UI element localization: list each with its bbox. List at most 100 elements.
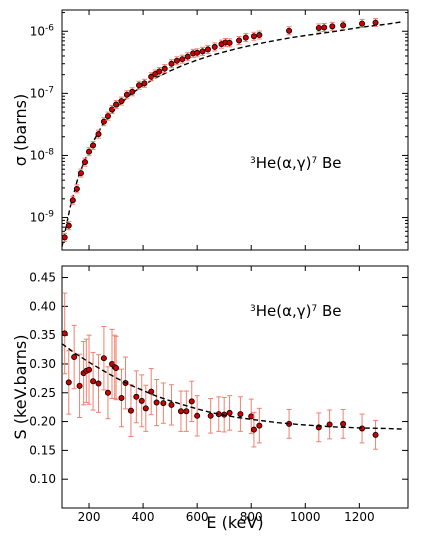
cross-section-data-point <box>321 24 328 31</box>
cross-section-data-point <box>156 68 163 75</box>
s-factor-annotation: 3He(α,γ)7 Be <box>250 302 342 320</box>
cross-section-data-point <box>204 46 211 53</box>
s-factor-data-point <box>142 405 149 412</box>
s-factor-data-point <box>183 408 190 415</box>
cross-section-data-point <box>329 23 336 30</box>
s-factor-data-point <box>71 354 78 361</box>
s-factor-y-tick-label: 0.45 <box>29 271 56 285</box>
s-factor-data-point <box>61 330 68 337</box>
x-tick-label: 200 <box>78 510 101 524</box>
s-factor-data-point <box>127 407 134 414</box>
cross-section-data-point <box>286 27 293 34</box>
s-factor-data-point <box>160 400 167 407</box>
s-factor-data-point <box>133 393 140 400</box>
cross-section-data-point <box>118 98 125 105</box>
s-factor-y-tick-label: 0.40 <box>29 299 56 313</box>
x-tick-label: 800 <box>240 510 263 524</box>
s-factor-y-tick-label: 0.25 <box>29 386 56 400</box>
cross-section-data-point <box>250 33 257 40</box>
cross-section-data-point <box>184 53 191 60</box>
cross-section-data-point <box>372 19 379 26</box>
s-factor-data-point <box>148 388 155 395</box>
s-factor-y-tick-label: 0.10 <box>29 472 56 486</box>
s-factor-panel: 200 400 600 800 1000 1200 0.10 0.15 0.20 0.25 0.30… <box>11 265 409 532</box>
s-factor-data-point <box>194 412 201 419</box>
cross-section-y-tick-label: 10-8 <box>30 147 55 162</box>
s-factor-data-point <box>340 420 347 427</box>
s-factor-data-point <box>90 378 97 385</box>
s-factor-data-point <box>256 422 263 429</box>
s-factor-data-point <box>104 389 111 396</box>
cross-section-data-point <box>129 88 136 95</box>
s-factor-y-tick-label: 0.30 <box>29 357 56 371</box>
cross-section-data-point <box>194 49 201 56</box>
cross-section-panel: 10-9 10-8 10-7 10-6 σ (barns) 3He(α,γ)7 Be <box>11 9 409 251</box>
cross-section-data-point <box>359 20 366 27</box>
x-tick-label: 400 <box>132 510 155 524</box>
cross-section-data-point <box>77 170 84 177</box>
cross-section-data-point <box>109 106 116 113</box>
cross-section-data-point <box>61 234 68 241</box>
cross-section-plot-frame <box>61 9 409 251</box>
cross-section-data-point <box>65 222 72 229</box>
x-tick-label: 1000 <box>290 510 321 524</box>
cross-section-data-point <box>168 60 175 67</box>
cross-section-data-point <box>90 142 97 149</box>
cross-section-data-point <box>242 34 249 41</box>
cross-section-data-point <box>69 197 76 204</box>
cross-section-data-point <box>136 82 143 89</box>
s-factor-x-axis-label: E (keV) <box>206 513 263 532</box>
s-factor-data-point <box>237 411 244 418</box>
cross-section-data-point <box>315 24 322 31</box>
cross-section-data-point <box>73 185 80 192</box>
cross-section-y-tick-label: 10-9 <box>30 210 55 225</box>
x-tick-label: 600 <box>186 510 209 524</box>
cross-section-data-point <box>226 39 233 46</box>
s-factor-fit-curve <box>61 343 403 430</box>
s-factor-data-point <box>226 409 233 416</box>
s-factor-data-point <box>65 379 72 386</box>
s-factor-data-point <box>138 397 145 404</box>
cross-section-y-tick-label: 10-6 <box>30 23 55 38</box>
cross-section-fit-curve <box>61 21 403 247</box>
s-factor-data-point <box>86 366 93 373</box>
s-factor-data-point <box>372 431 379 438</box>
s-factor-data-point <box>207 412 214 419</box>
cross-section-y-tick-label: 10-7 <box>30 85 54 100</box>
s-factor-y-axis-label: S (keV.barns) <box>11 335 30 440</box>
cross-section-data-point <box>123 91 130 98</box>
s-factor-data-point <box>248 413 255 420</box>
s-factor-data-point <box>188 398 195 405</box>
s-factor-data-point <box>177 408 184 415</box>
cross-section-data-point <box>340 22 347 29</box>
s-factor-data-point <box>168 401 175 408</box>
cross-section-data-point <box>199 48 206 55</box>
cross-section-data-point <box>256 32 263 39</box>
cross-section-y-axis-label: σ (barns) <box>11 94 30 166</box>
cross-section-data-point <box>100 118 107 125</box>
cross-section-data-point <box>95 131 102 138</box>
s-factor-data-point <box>113 364 120 371</box>
x-tick-label: 1200 <box>344 510 375 524</box>
s-factor-y-tick-label: 0.15 <box>29 443 56 457</box>
cross-section-data-point <box>161 65 168 72</box>
cross-section-data-point <box>148 73 155 80</box>
cross-section-data-point <box>179 56 186 63</box>
cross-section-data-point <box>86 148 93 155</box>
cross-section-annotation: 3He(α,γ)7 Be <box>250 154 342 172</box>
cross-section-data-point <box>211 43 218 50</box>
s-factor-data-point <box>118 394 125 401</box>
cross-section-data-point <box>113 101 120 108</box>
cross-section-data-point <box>141 80 148 87</box>
s-factor-y-tick-label: 0.20 <box>29 415 56 429</box>
s-factor-data-point <box>153 399 160 406</box>
s-factor-data-point <box>250 426 257 433</box>
s-factor-data-point <box>76 382 83 389</box>
cross-section-data-point <box>104 113 111 120</box>
s-factor-data-point <box>100 355 107 362</box>
cross-section-data-point <box>81 159 88 166</box>
cross-section-data-point <box>173 57 180 64</box>
s-factor-data-point <box>95 380 102 387</box>
s-factor-y-tick-label: 0.35 <box>29 328 56 342</box>
